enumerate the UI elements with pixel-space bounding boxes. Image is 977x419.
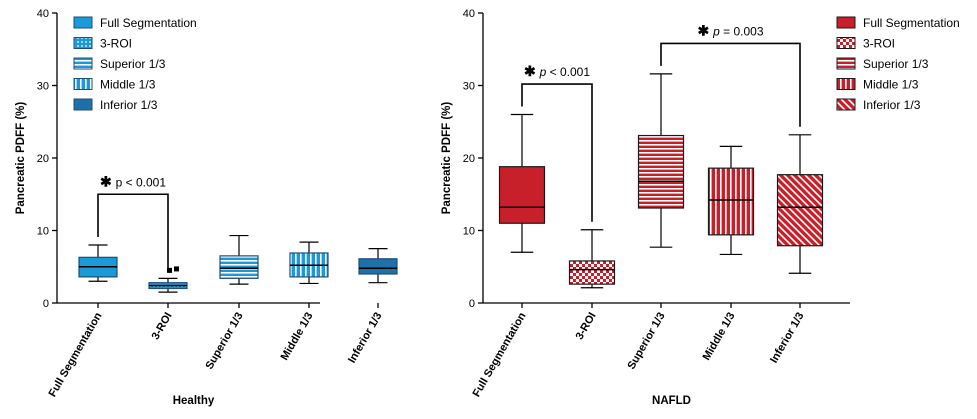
legend-label: Full Segmentation: [100, 16, 197, 30]
y-axis-title: Pancreatic PDFF (%): [441, 102, 453, 215]
y-axis-title: Pancreatic PDFF (%): [15, 102, 27, 215]
legend-swatch: [73, 37, 93, 49]
outlier-point: [174, 266, 179, 272]
box-5: [776, 134, 824, 274]
bracket-line: [521, 83, 593, 222]
x-tick-label: 3-ROI: [574, 311, 599, 342]
y-tick-label: 10: [463, 226, 475, 238]
box-2: [568, 229, 616, 289]
legend-label: Superior 1/3: [100, 57, 166, 71]
box-3: [637, 73, 685, 248]
legend-label: Middle 1/3: [100, 78, 156, 92]
legend-swatch: [73, 57, 93, 70]
x-tick-label: Superior 1/3: [203, 311, 245, 372]
y-tick-label: 0: [469, 298, 475, 310]
box-5: [358, 248, 398, 284]
iqr-box: [568, 260, 616, 285]
x-tick-label: Middle 1/3: [279, 311, 316, 363]
y-tick-label: 30: [463, 81, 475, 93]
x-tick-label: Full Segmentation: [47, 310, 105, 399]
legend-label: Inferior 1/3: [863, 98, 921, 112]
iqr-box: [498, 166, 546, 224]
nafld-panel: 0 10 20 30 40 Pancreatic PDFF (%) Full Segment…: [441, 8, 960, 407]
iqr-box: [637, 134, 685, 209]
significance-label: ✱ p < 0.001: [524, 63, 590, 79]
significance-bracket: ✱ p = 0.003: [660, 22, 801, 127]
y-tick-label: 10: [37, 226, 49, 238]
x-tick-label: Superior 1/3: [625, 311, 667, 372]
legend-swatch: [73, 78, 93, 90]
iqr-box: [358, 258, 398, 275]
legend-label: Superior 1/3: [863, 57, 929, 71]
significance-bracket: ✱ p < 0.001: [97, 173, 169, 271]
significance-bracket: ✱ p < 0.001: [521, 63, 593, 222]
box-4: [289, 241, 329, 285]
iqr-box: [219, 255, 259, 279]
x-axis-title: NAFLD: [652, 395, 691, 407]
iqr-box: [776, 174, 824, 247]
legend-swatch: [836, 98, 856, 111]
legend-label: Middle 1/3: [863, 78, 919, 92]
y-tick-label: 40: [463, 8, 475, 20]
box-3: [219, 234, 259, 285]
x-tick-label: Middle 1/3: [701, 311, 738, 363]
box-1: [78, 244, 118, 282]
legend-label: Full Segmentation: [863, 16, 960, 30]
legend-swatch: [836, 37, 856, 49]
y-tick-label: 30: [37, 81, 49, 93]
legend-swatch: [73, 98, 93, 111]
legend-swatch: [836, 78, 856, 90]
y-tick-label: 0: [43, 298, 49, 310]
significance-label: ✱ p = 0.003: [697, 22, 763, 38]
x-tick-label: Full Segmentation: [471, 310, 529, 399]
x-tick-label: Inferior 1/3: [768, 311, 807, 366]
bracket-line: [660, 42, 801, 127]
legend-label: 3-ROI: [100, 37, 132, 51]
box-1: [498, 113, 546, 253]
x-tick-label: Inferior 1/3: [346, 311, 385, 366]
box-2: [148, 266, 188, 293]
legend: Full Segmentation 3-ROI Superior 1/3 Middle…: [73, 16, 197, 112]
x-tick-label: 3-ROI: [150, 311, 175, 342]
healthy-panel: 0 10 20 30 40 Pancreatic PDFF (%) Full Segment…: [15, 8, 398, 407]
legend: Full Segmentation 3-ROI Superior 1/3 Middle…: [836, 16, 960, 112]
box-4: [707, 145, 755, 256]
y-tick-label: 20: [463, 153, 475, 165]
legend-swatch: [836, 57, 856, 70]
x-axis-title: Healthy: [173, 395, 215, 407]
significance-label: ✱ p < 0.001: [100, 173, 166, 189]
y-tick-label: 20: [37, 153, 49, 165]
legend-label: 3-ROI: [863, 37, 895, 51]
iqr-box: [707, 167, 755, 236]
bracket-line: [97, 193, 169, 271]
legend-label: Inferior 1/3: [100, 98, 158, 112]
legend-swatch: [836, 16, 856, 29]
legend-swatch: [73, 16, 93, 29]
outlier-point: [167, 267, 172, 273]
y-tick-label: 40: [37, 8, 49, 20]
